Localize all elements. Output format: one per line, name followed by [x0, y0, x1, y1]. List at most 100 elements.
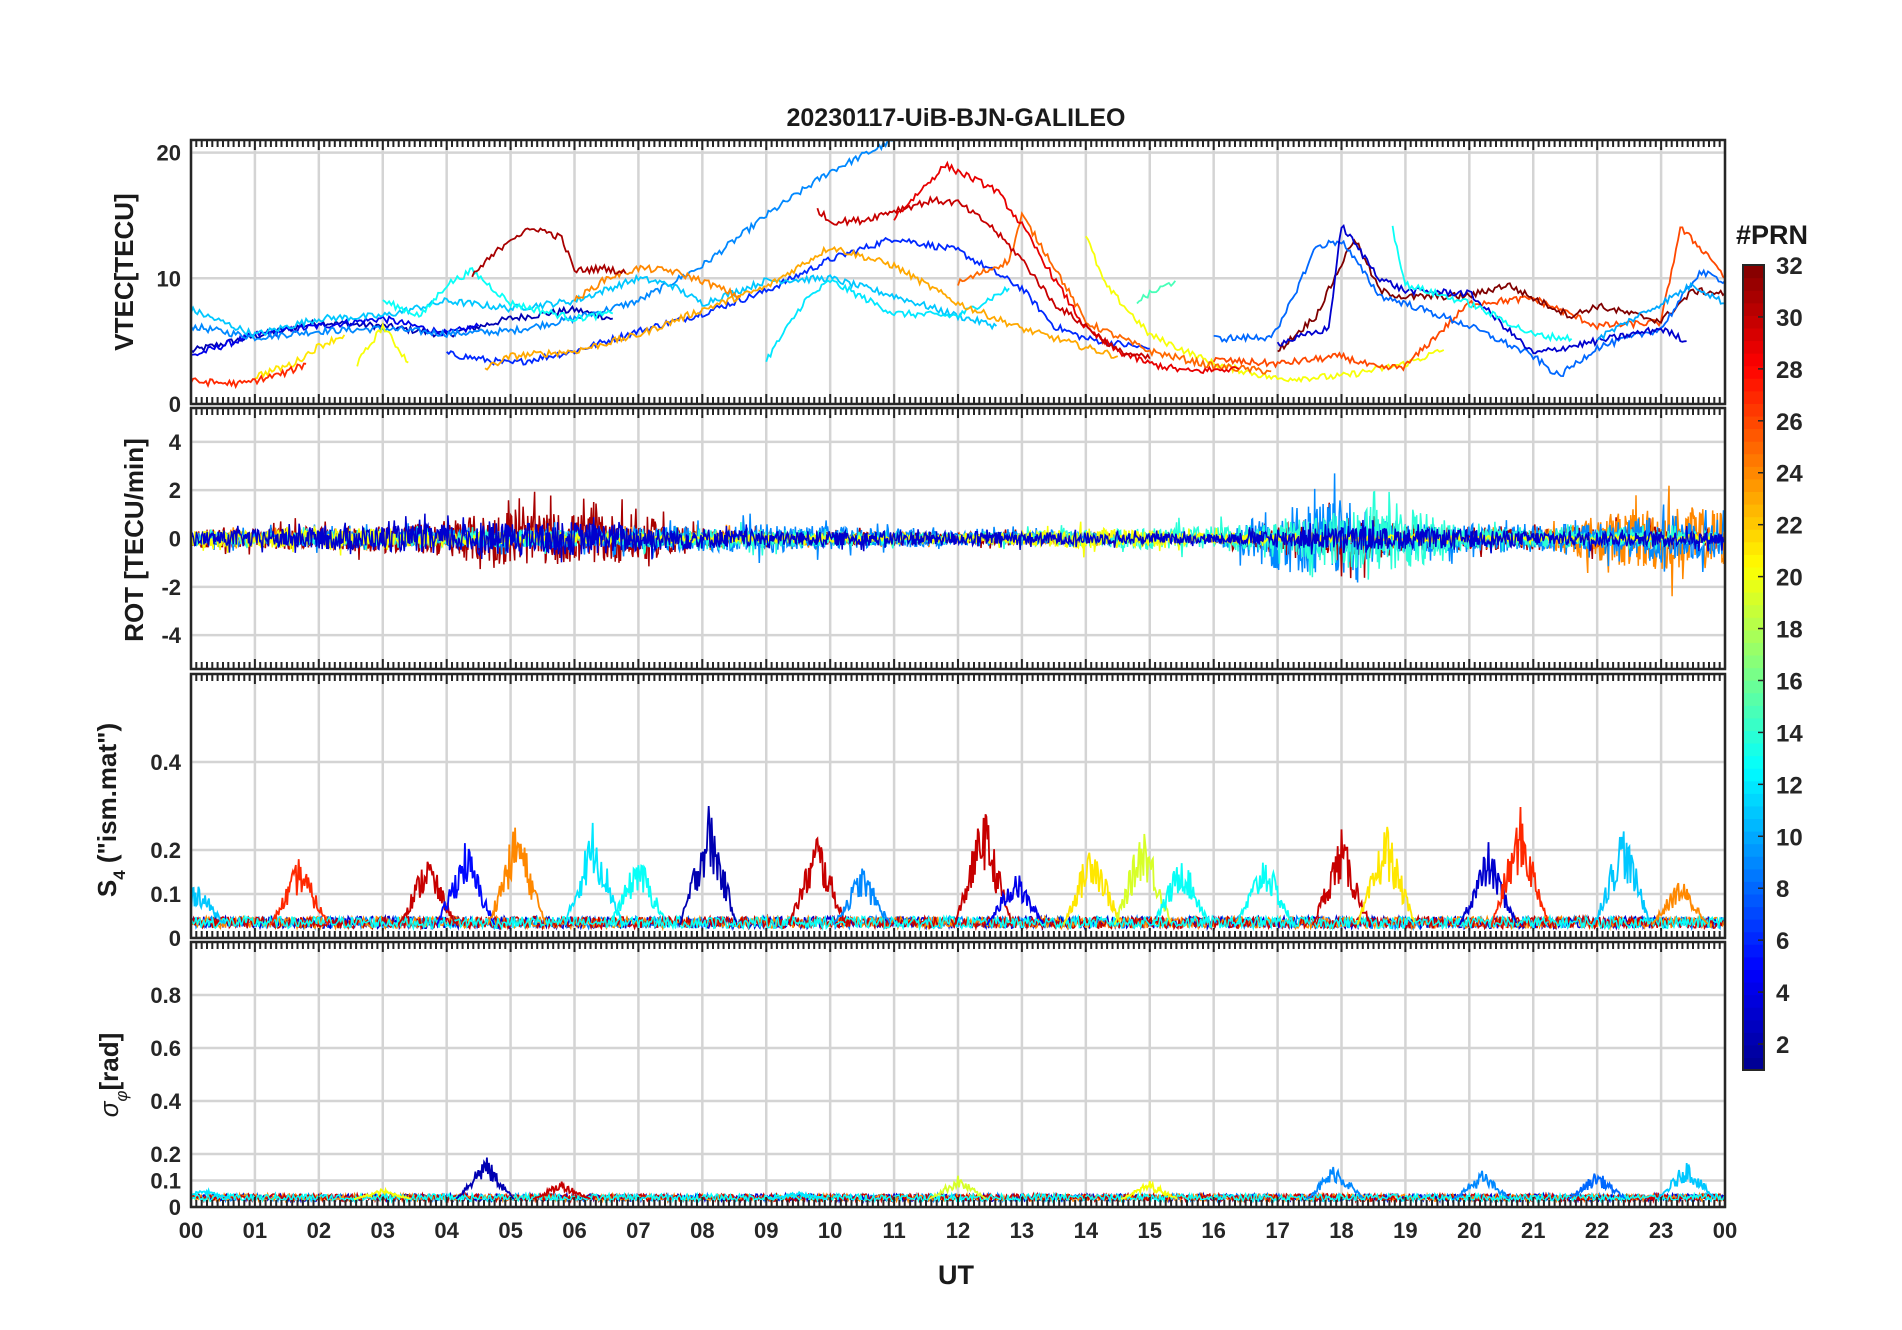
colorbar-tick-label: 24 — [1776, 461, 1803, 488]
x-tick-label: 05 — [498, 1218, 522, 1243]
colorbar-tick-label: 30 — [1776, 305, 1803, 332]
sigma_phi-burst-prn-20 — [353, 1186, 411, 1200]
vtec-series-prn-10 — [1596, 282, 1725, 341]
vtec-panel: 0 10 20 — [157, 138, 1727, 417]
colorbar-tick-label: 10 — [1776, 824, 1803, 851]
colorbar-segment — [1743, 705, 1764, 719]
s4-burst-prn-13 — [1235, 862, 1294, 926]
colorbar-segment — [1743, 1007, 1764, 1021]
s4-burst-prn-21 — [1356, 826, 1415, 926]
colorbar-segment — [1743, 617, 1764, 631]
colorbar-segment — [1743, 290, 1764, 304]
x-tick-label: 02 — [307, 1218, 331, 1243]
s4-series-group — [191, 805, 1725, 932]
colorbar-segment — [1743, 742, 1764, 757]
vtec-series-prn-13 — [382, 267, 614, 322]
colorbar-segment — [1743, 453, 1764, 467]
sigma_phi-y-tick-label: 0 — [169, 1195, 181, 1220]
x-tick-label: 23 — [1649, 1218, 1673, 1243]
colorbar-segment — [1743, 441, 1764, 455]
x-tick-label: 21 — [1521, 1218, 1545, 1243]
s4-burst-prn-24 — [487, 827, 547, 926]
colorbar-segment — [1743, 277, 1764, 291]
vtec-series-prn-29 — [893, 160, 1240, 375]
vtec-series-prn-30 — [816, 195, 1151, 361]
s4-x-ticks — [190, 674, 1726, 938]
s4-burst-prn-2 — [679, 805, 738, 926]
colorbar-segment — [1743, 1044, 1764, 1059]
x-tick-label: 10 — [818, 1218, 842, 1243]
vtec-series-prn-27 — [191, 362, 307, 390]
colorbar-segment — [1743, 265, 1764, 279]
sigma_phi-burst-prn-12 — [191, 1187, 232, 1200]
x-tick-label: 01 — [243, 1218, 267, 1243]
s4-y-tick-label: 0.2 — [150, 838, 181, 863]
colorbar-segment — [1743, 365, 1764, 379]
rot-y-tick-label: 4 — [169, 430, 182, 455]
colorbar-segment — [1743, 491, 1764, 505]
x-axis-label: UT — [938, 1260, 974, 1290]
colorbar-tick-label: 16 — [1776, 668, 1803, 695]
s4-burst-prn-5 — [436, 843, 496, 926]
x-tick-label: 19 — [1393, 1218, 1417, 1243]
x-tick-label: 06 — [562, 1218, 586, 1243]
rot-series-group — [191, 473, 1725, 597]
sigma_phi-burst-prn-8 — [1567, 1173, 1626, 1200]
x-tick-label: 18 — [1329, 1218, 1353, 1243]
plot-panels: 01020-4-202400.10.20.400.10.20.40.60.800… — [150, 138, 1737, 1243]
sigma_phi-burst-prn-9 — [1305, 1166, 1364, 1200]
colorbar-segment — [1743, 818, 1764, 832]
x-tick-label: 07 — [626, 1218, 650, 1243]
vtec-series-prn-20 — [356, 321, 409, 367]
x-tick-label: 15 — [1138, 1218, 1162, 1243]
colorbar-segment — [1743, 981, 1764, 996]
colorbar-segment — [1743, 994, 1764, 1008]
sigma_phi-y-tick-label: 0.1 — [150, 1169, 181, 1194]
s4-burst-prn-13 — [1152, 863, 1211, 926]
x-tick-label: 04 — [434, 1218, 459, 1243]
sigma_phi-burst-prn-9 — [1452, 1170, 1511, 1200]
vtec-y-axis-label: VTEC[TECU] — [109, 193, 139, 350]
colorbar-tick-label: 26 — [1776, 409, 1803, 436]
colorbar-segment — [1743, 642, 1764, 656]
s4-burst-prn-3 — [1458, 842, 1518, 926]
vtec-series-prn-9 — [191, 140, 895, 342]
colorbar-tick-label: 8 — [1776, 876, 1789, 903]
vtec-y-tick-label: 10 — [157, 266, 181, 291]
colorbar-tick-label: 32 — [1776, 253, 1803, 280]
s4-burst-prn-27 — [270, 859, 330, 926]
vtec-series-prn-21 — [254, 334, 346, 380]
sigma_phi-y-tick-label: 0.4 — [150, 1089, 181, 1114]
vtec-series-prn-24 — [573, 263, 742, 302]
rot-y-axis-label: ROT [TECU/min] — [119, 438, 149, 642]
vtec-series-prn-11 — [191, 273, 998, 340]
sigma_phi-burst-prn-30 — [532, 1181, 591, 1200]
x-tick-label: 12 — [946, 1218, 970, 1243]
colorbar-segment — [1743, 466, 1764, 480]
x-tick-label: 22 — [1585, 1218, 1609, 1243]
colorbar-segment — [1743, 353, 1764, 367]
s4-burst-prn-21 — [1062, 852, 1121, 926]
s4-burst-prn-9 — [832, 868, 891, 926]
rot-y-tick-label: -4 — [161, 623, 181, 648]
sigma_phi-y-tick-label: 0.8 — [150, 983, 181, 1008]
colorbar-segment — [1743, 793, 1764, 807]
sigma_phi-burst-prn-2 — [455, 1157, 515, 1200]
colorbar-segment — [1743, 768, 1764, 782]
colorbar-segment — [1743, 805, 1764, 820]
colorbar-segment — [1743, 428, 1764, 442]
colorbar-segment — [1743, 340, 1764, 354]
colorbar-segment — [1743, 1057, 1764, 1071]
s4-burst-prn-30 — [1311, 829, 1371, 926]
colorbar-segment — [1743, 566, 1764, 581]
sigma_phi-burst-prn-12 — [769, 1190, 827, 1200]
rot-panel: -4 -2 0 2 4 — [161, 406, 1727, 671]
rot-series-prn-3 — [191, 513, 1725, 563]
colorbar-segment — [1743, 529, 1764, 543]
colorbar-segment — [1743, 780, 1764, 794]
x-tick-label: 16 — [1201, 1218, 1225, 1243]
colorbar-segment — [1743, 390, 1764, 404]
sigma_phi-x-ticks — [190, 942, 1726, 1207]
s4-burst-prn-12 — [564, 822, 624, 926]
